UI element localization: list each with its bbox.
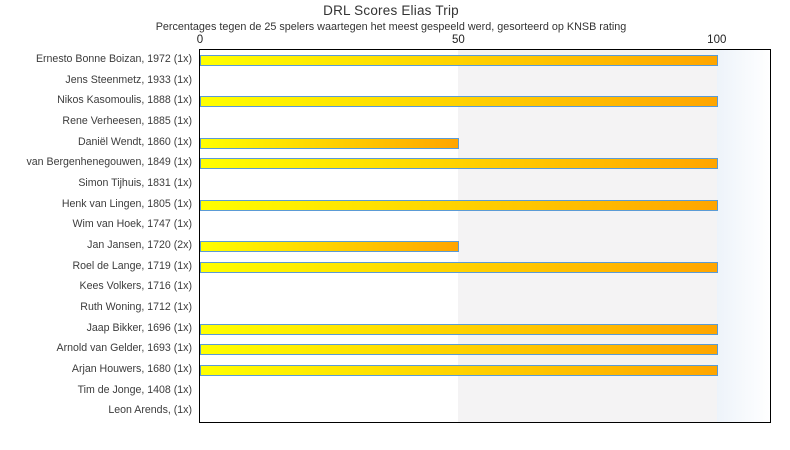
y-axis-label: Nikos Kasomoulis, 1888 (1x) — [57, 94, 192, 107]
bar — [200, 344, 718, 356]
bar — [200, 96, 718, 108]
y-axis-label: Jan Jansen, 1720 (2x) — [87, 238, 192, 251]
background-band — [716, 50, 770, 422]
y-axis-label: Tim de Jonge, 1408 (1x) — [77, 383, 192, 396]
x-tick-label: 0 — [196, 34, 204, 46]
chart-subtitle: Percentages tegen de 25 spelers waartege… — [155, 21, 627, 33]
bar — [200, 199, 718, 211]
bar — [200, 364, 718, 376]
y-axis-label: Daniël Wendt, 1860 (1x) — [77, 135, 192, 148]
background-band — [200, 50, 459, 422]
y-axis-label: Rene Verheesen, 1885 (1x) — [62, 114, 192, 127]
y-axis-label: Ruth Woning, 1712 (1x) — [80, 300, 192, 313]
bar — [200, 54, 718, 66]
y-axis-label: van Bergenhenegouwen, 1849 (1x) — [26, 156, 192, 169]
y-axis-label: Arjan Houwers, 1680 (1x) — [71, 362, 192, 375]
bar — [200, 323, 718, 335]
y-axis-label: Henk van Lingen, 1805 (1x) — [61, 197, 192, 210]
x-tick-label: 100 — [707, 34, 727, 46]
y-axis-label: Roel de Lange, 1719 (1x) — [72, 259, 192, 272]
y-axis-label: Kees Volkers, 1716 (1x) — [79, 280, 192, 293]
x-tick-label: 50 — [451, 34, 465, 46]
bar — [200, 240, 460, 252]
bar — [200, 137, 460, 149]
bar — [200, 261, 718, 273]
background-band — [458, 50, 717, 422]
x-axis-ticks: 0 50 100 — [0, 34, 790, 48]
plot-area — [199, 49, 771, 423]
y-axis-label: Simon Tijhuis, 1831 (1x) — [78, 176, 192, 189]
y-axis-label: Wim van Hoek, 1747 (1x) — [72, 218, 192, 231]
y-axis-label: Ernesto Bonne Boizan, 1972 (1x) — [35, 53, 192, 65]
y-axis-label: Arnold van Gelder, 1693 (1x) — [56, 342, 192, 355]
y-axis-label: Leon Arends, (1x) — [108, 404, 192, 417]
chart-title: DRL Scores Elias Trip — [323, 3, 459, 18]
y-axis-label: Jens Steenmetz, 1933 (1x) — [65, 73, 192, 86]
y-axis-labels: Ernesto Bonne Boizan, 1972 (1x) Jens Stee… — [0, 49, 192, 421]
y-axis-label: Jaap Bikker, 1696 (1x) — [86, 321, 192, 334]
bar — [200, 158, 718, 170]
